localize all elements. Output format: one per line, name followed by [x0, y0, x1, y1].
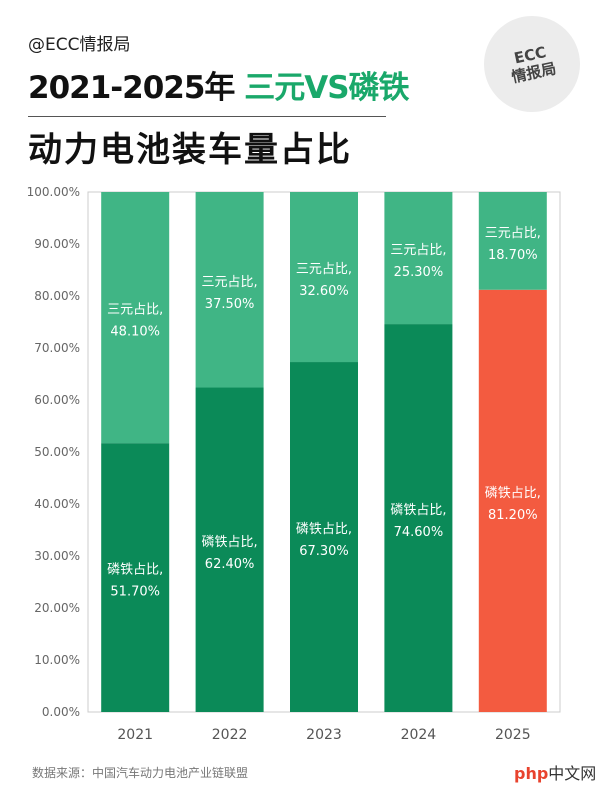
- bar-label-ncm-value: 48.10%: [110, 325, 160, 340]
- x-tick-label: 2025: [495, 727, 531, 743]
- bar-lfp: [195, 387, 264, 712]
- y-tick-label: 50.00%: [34, 445, 80, 459]
- watermark: php中文网: [514, 760, 596, 784]
- bar-label-ncm-value: 32.60%: [299, 284, 349, 299]
- bar-lfp: [478, 289, 547, 712]
- x-tick-label: 2021: [117, 727, 153, 743]
- x-tick-label: 2023: [306, 727, 342, 743]
- bar-label-ncm-value: 37.50%: [205, 297, 255, 312]
- y-tick-label: 30.00%: [34, 549, 80, 563]
- bar-label-ncm-name: 三元占比,: [390, 243, 446, 258]
- bar-label-ncm-name: 三元占比,: [296, 262, 352, 277]
- bar-label-lfp-value: 67.30%: [299, 544, 349, 559]
- y-tick-label: 80.00%: [34, 289, 80, 303]
- bar-ncm: [478, 192, 547, 290]
- title-divider: [28, 116, 386, 117]
- chart-subtitle: 动力电池装车量占比: [28, 130, 352, 170]
- bar-label-ncm-name: 三元占比,: [202, 275, 258, 290]
- y-tick-label: 40.00%: [34, 497, 80, 511]
- y-tick-label: 70.00%: [34, 341, 80, 355]
- bar-ncm: [384, 192, 453, 325]
- y-tick-label: 0.00%: [42, 705, 80, 719]
- bar-ncm: [290, 192, 358, 363]
- y-tick-label: 90.00%: [34, 237, 80, 251]
- data-source: 数据来源：中国汽车动力电池产业链联盟: [32, 766, 249, 780]
- bar-lfp: [290, 362, 358, 712]
- bar-label-lfp-value: 62.40%: [205, 557, 255, 572]
- bar-label-lfp-name: 磷铁占比,: [390, 503, 446, 518]
- bar-label-ncm-name: 三元占比,: [485, 226, 541, 241]
- watermark-php: php: [514, 764, 549, 783]
- bar-label-lfp-value: 74.60%: [394, 525, 444, 540]
- chart-title: 2021-2025年 三元VS磷铁: [28, 62, 410, 107]
- bar-label-ncm-value: 18.70%: [488, 248, 538, 263]
- bar-label-lfp-name: 磷铁占比,: [202, 535, 258, 550]
- title-prefix: 2021-2025年: [28, 70, 245, 106]
- y-tick-label: 20.00%: [34, 601, 80, 615]
- title-accent: 三元VS磷铁: [244, 70, 409, 106]
- bar-label-lfp-name: 磷铁占比,: [107, 563, 163, 578]
- x-tick-label: 2024: [401, 727, 437, 743]
- bar-lfp: [101, 443, 170, 712]
- bar-label-lfp-name: 磷铁占比,: [296, 522, 352, 537]
- author-handle: @ECC情报局: [28, 35, 131, 55]
- bar-label-lfp-value: 81.20%: [488, 508, 538, 523]
- watermark-cn: 中文网: [548, 764, 597, 783]
- bar-label-ncm-value: 25.30%: [394, 265, 444, 280]
- bar-ncm: [195, 192, 264, 388]
- bar-ncm: [101, 192, 170, 444]
- y-tick-label: 60.00%: [34, 393, 80, 407]
- y-tick-label: 10.00%: [34, 653, 80, 667]
- bar-label-lfp-name: 磷铁占比,: [485, 486, 541, 501]
- bar-label-lfp-value: 51.70%: [110, 585, 160, 600]
- x-tick-label: 2022: [212, 727, 248, 743]
- y-tick-label: 100.00%: [27, 185, 80, 199]
- bar-label-ncm-name: 三元占比,: [107, 303, 163, 318]
- bar-lfp: [384, 324, 453, 712]
